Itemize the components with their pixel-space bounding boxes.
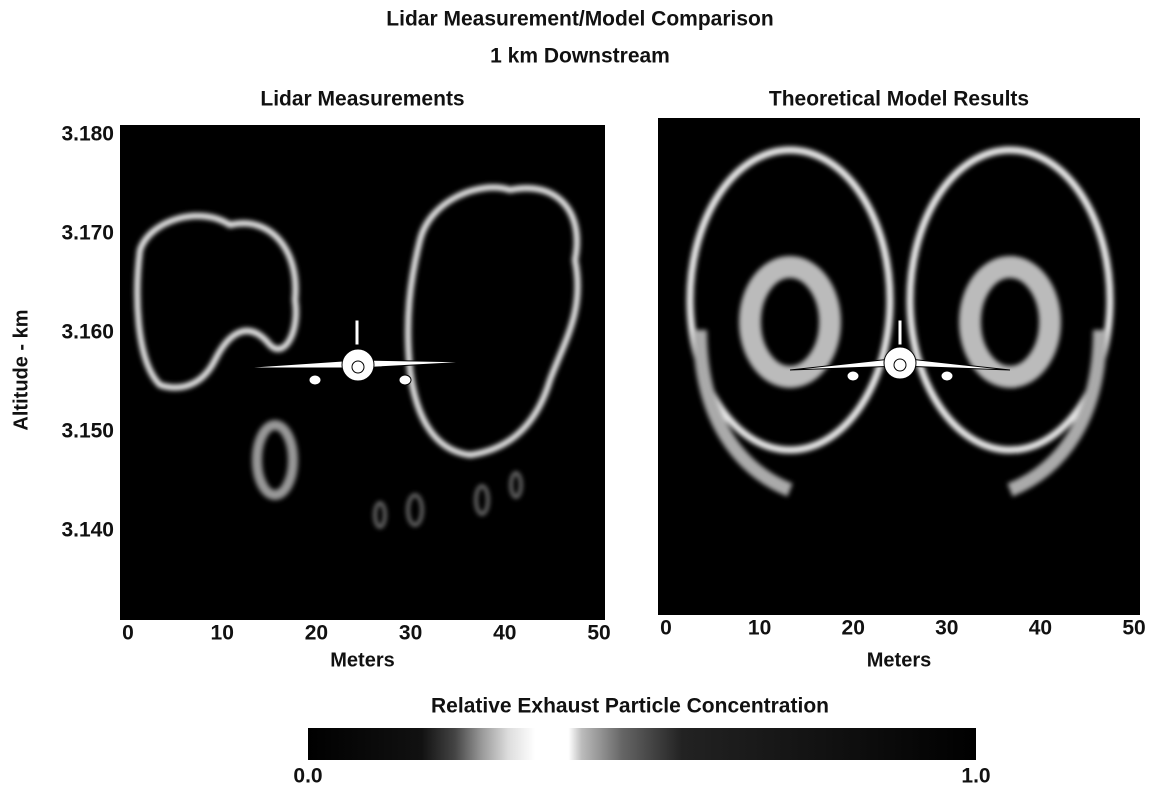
x-tick-label: 10 [748,617,771,640]
x-tick-label: 50 [587,622,610,645]
vortex-core [1005,322,1015,332]
x-tick-label: 40 [1029,617,1052,640]
vortex [686,146,1114,497]
y-tick-label: 3.160 [61,320,114,343]
x-tick-label: 10 [211,622,234,645]
x-tick-label: 0 [122,622,134,645]
x-axis-label: Meters [867,649,931,671]
panel-title: Theoretical Model Results [769,88,1029,111]
colorbar [308,728,976,760]
x-tick-label: 30 [935,617,958,640]
title: Lidar Measurement/Model Comparison [386,8,773,31]
x-tick-label: 30 [399,622,422,645]
vortex-core [785,322,795,332]
subtitle: 1 km Downstream [490,45,670,68]
x-tick-label: 20 [842,617,865,640]
aircraft [239,319,471,386]
y-tick-label: 3.180 [61,122,114,145]
y-tick-label: 3.170 [61,221,114,244]
x-tick-label: 0 [660,617,672,640]
aircraft [789,319,1011,382]
x-axis-label: Meters [330,649,394,671]
plume [134,184,581,529]
colorbar-tick-label: 1.0 [961,765,990,788]
colorbar-tick-label: 0.0 [293,765,322,788]
x-tick-label: 50 [1122,617,1145,640]
y-tick-label: 3.150 [61,419,114,442]
colorbar-title: Relative Exhaust Particle Concentration [431,695,829,718]
x-tick-label: 40 [493,622,516,645]
x-tick-label: 20 [305,622,328,645]
y-axis-label: Altitude - km [10,309,32,430]
y-tick-label: 3.140 [61,518,114,541]
panel-title: Lidar Measurements [260,88,464,111]
